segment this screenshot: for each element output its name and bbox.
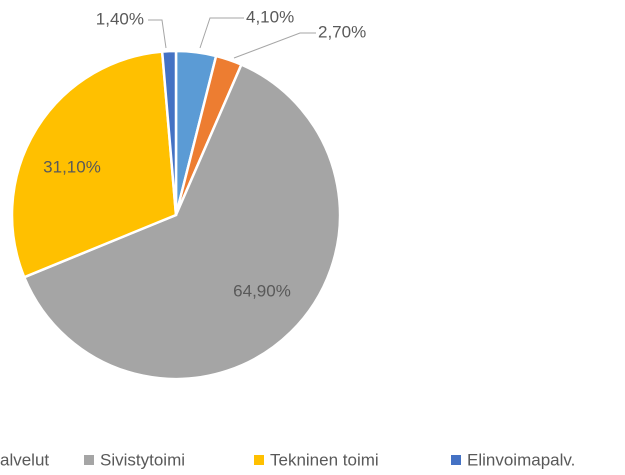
data-label: 1,40% [96,9,144,28]
leader-line [199,17,244,49]
data-label: 64,90% [233,281,291,300]
leader-line [233,32,316,59]
pie-slice [160,49,178,216]
pie-slice [10,50,178,279]
legend-label: Sivistytoimi [100,450,185,469]
pie-slice [22,62,342,381]
legend-label: Elinvoimapalv. [467,450,575,469]
leader-line [148,19,167,49]
legend-label: alvelut [0,450,49,469]
legend-marker [451,455,461,465]
data-label: 2,70% [318,22,366,41]
legend-marker [84,455,94,465]
legend-marker [254,455,264,465]
legend-label: Tekninen toimi [270,450,379,469]
data-label: 4,10% [246,7,294,26]
data-label: 31,10% [43,157,101,176]
